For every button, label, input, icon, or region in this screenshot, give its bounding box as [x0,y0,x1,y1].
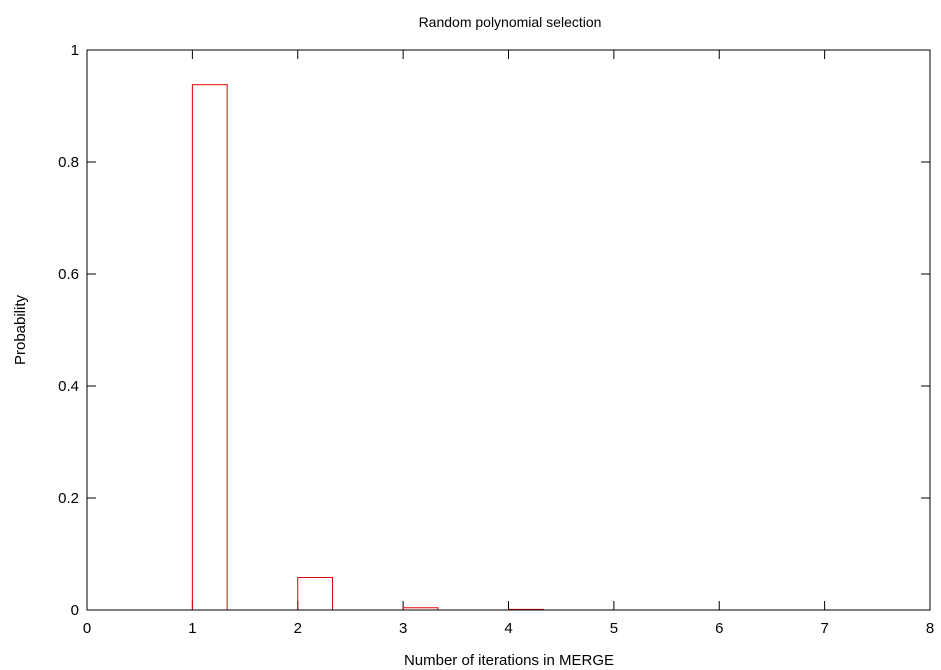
x-tick-label: 6 [715,620,723,637]
x-axis-label: Number of iterations in MERGE [404,652,614,669]
y-tick-label: 0.8 [58,154,79,171]
plot-frame [86,49,931,611]
y-tick-label: 0.4 [58,378,79,395]
chart-title: Random polynomial selection [419,14,602,30]
x-tick-label: 7 [820,620,828,637]
y-tick-label: 0 [71,602,79,619]
x-tick-label: 8 [926,620,934,637]
x-tick-label: 2 [294,620,302,637]
bar [191,84,228,611]
y-tick-label: 0.2 [58,490,79,507]
x-tick-label: 5 [610,620,618,637]
x-tick-label: 0 [83,620,91,637]
plot-area: 0 0.2 0.4 0.6 0.8 1 0 1 2 3 4 5 6 7 8 [58,42,934,637]
x-tick-label: 4 [504,620,512,637]
y-tick-label: 1 [71,42,79,59]
y-tick-label: 0.6 [58,266,79,283]
x-tick-label: 3 [399,620,407,637]
bar [297,577,334,611]
y-axis-label: Probability [12,294,29,365]
x-tick-label: 1 [188,620,196,637]
